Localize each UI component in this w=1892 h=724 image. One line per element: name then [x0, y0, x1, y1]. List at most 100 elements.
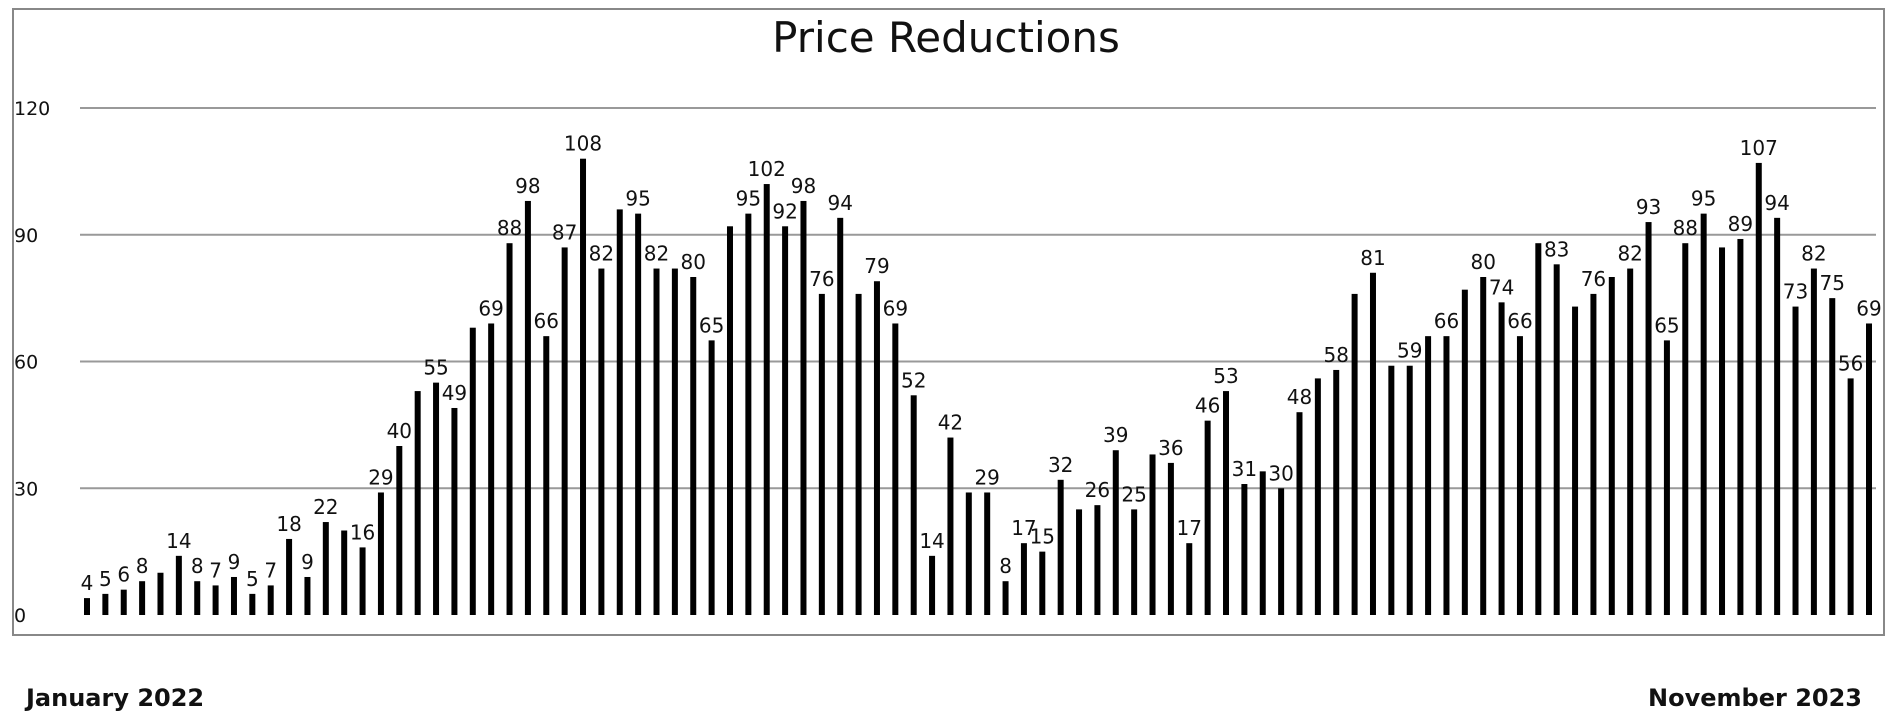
- bar: [671, 268, 678, 615]
- bar: [892, 323, 899, 615]
- bar: [1516, 336, 1523, 615]
- bar: [1076, 509, 1083, 616]
- data-label: 22: [313, 495, 338, 519]
- bar: [249, 593, 256, 616]
- bar: [653, 268, 660, 615]
- data-label: 39: [1103, 423, 1128, 447]
- bar: [1700, 213, 1707, 616]
- bar: [598, 268, 605, 615]
- bar: [1167, 462, 1174, 615]
- bar: [1369, 272, 1376, 615]
- bar: [194, 581, 201, 615]
- bar: [84, 598, 90, 615]
- bar: [1241, 484, 1248, 615]
- data-label: 66: [1434, 309, 1459, 333]
- data-label: 9: [301, 550, 314, 574]
- bar: [745, 213, 752, 616]
- bar: [1223, 391, 1230, 615]
- data-label: 15: [1030, 525, 1055, 549]
- bar: [1425, 336, 1432, 615]
- data-label: 14: [166, 529, 191, 553]
- data-label: 29: [974, 465, 999, 489]
- bar: [469, 327, 476, 615]
- chart-title: Price Reductions: [772, 13, 1120, 62]
- end-date-label: November 2023: [1648, 684, 1862, 712]
- bar: [1553, 264, 1560, 615]
- bar: [690, 277, 697, 615]
- bar: [818, 293, 825, 615]
- bar: [322, 522, 329, 615]
- data-label: 98: [791, 174, 816, 198]
- bar: [1351, 293, 1358, 615]
- bar: [1535, 243, 1542, 615]
- bar: [929, 555, 936, 615]
- data-label: 81: [1360, 246, 1385, 270]
- data-label: 49: [442, 381, 467, 405]
- bar: [561, 247, 568, 615]
- bar: [1663, 340, 1670, 616]
- data-label: 87: [552, 220, 577, 244]
- bar: [1755, 162, 1762, 616]
- data-label: 80: [681, 250, 706, 274]
- data-label: 8: [191, 554, 204, 578]
- bar: [873, 281, 880, 615]
- data-label: 16: [350, 520, 375, 544]
- bar: [1682, 243, 1689, 615]
- bar: [1810, 268, 1817, 615]
- data-label: 76: [1581, 267, 1606, 291]
- y-tick-label: 90: [14, 225, 38, 247]
- data-label: 82: [1617, 242, 1642, 266]
- data-label: 59: [1397, 339, 1422, 363]
- bar: [1461, 289, 1468, 615]
- bar: [1443, 336, 1450, 615]
- data-label: 17: [1011, 516, 1036, 540]
- bar: [1719, 247, 1726, 615]
- data-label: 55: [423, 356, 448, 380]
- data-label: 65: [699, 313, 724, 337]
- data-label: 36: [1158, 436, 1183, 460]
- bar: [1333, 369, 1340, 615]
- data-label: 107: [1740, 136, 1778, 160]
- data-label: 46: [1195, 394, 1220, 418]
- bar: [580, 158, 587, 615]
- bar: [635, 213, 642, 616]
- bar: [1112, 450, 1119, 615]
- y-tick-label: 60: [14, 352, 38, 374]
- bar: [1002, 581, 1009, 615]
- bar: [1847, 378, 1854, 615]
- bar: [524, 200, 531, 615]
- data-label: 7: [264, 558, 277, 582]
- bar: [304, 576, 311, 615]
- data-label: 95: [1691, 187, 1716, 211]
- bar: [341, 530, 348, 615]
- data-label: 82: [589, 242, 614, 266]
- bar: [1149, 454, 1156, 615]
- data-label: 40: [387, 419, 412, 443]
- data-label: 26: [1085, 478, 1110, 502]
- bar: [157, 572, 164, 615]
- bar: [1278, 488, 1285, 615]
- data-label: 88: [1673, 216, 1698, 240]
- bar: [800, 200, 807, 615]
- bar: [1572, 306, 1579, 615]
- bar: [984, 492, 991, 615]
- bar: [1131, 509, 1138, 616]
- bar: [1020, 543, 1027, 615]
- data-label: 95: [736, 187, 761, 211]
- bar: [102, 593, 109, 616]
- data-label: 7: [209, 558, 222, 582]
- bar: [1186, 543, 1193, 615]
- bar: [1480, 277, 1487, 615]
- y-tick-label: 120: [14, 98, 50, 120]
- bar: [1406, 365, 1413, 615]
- data-label: 76: [809, 267, 834, 291]
- data-label: 14: [919, 529, 944, 553]
- data-label: 75: [1820, 271, 1845, 295]
- bar: [212, 585, 219, 615]
- bar: [359, 547, 366, 615]
- data-label: 48: [1287, 385, 1312, 409]
- bar: [1774, 217, 1781, 615]
- bar: [763, 184, 770, 616]
